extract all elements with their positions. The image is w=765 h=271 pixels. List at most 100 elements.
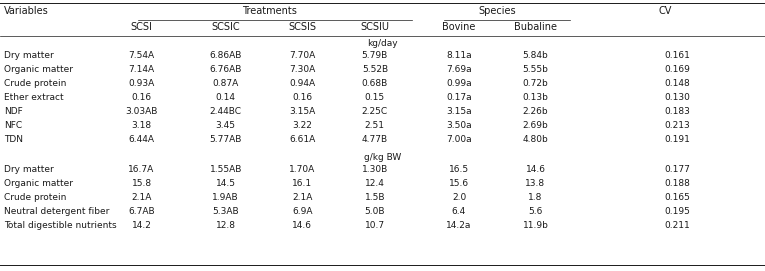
Text: SCSIC: SCSIC: [211, 22, 240, 32]
Text: 0.213: 0.213: [664, 121, 690, 130]
Text: 0.94A: 0.94A: [289, 79, 315, 88]
Text: 16.5: 16.5: [449, 164, 469, 173]
Text: Variables: Variables: [4, 6, 48, 16]
Text: CV: CV: [659, 6, 672, 16]
Text: 0.14: 0.14: [216, 92, 236, 102]
Text: 6.61A: 6.61A: [289, 134, 315, 144]
Text: 1.8: 1.8: [529, 192, 542, 202]
Text: Dry matter: Dry matter: [4, 164, 54, 173]
Text: 0.72b: 0.72b: [522, 79, 549, 88]
Text: 2.25C: 2.25C: [362, 107, 388, 115]
Text: 14.2a: 14.2a: [446, 221, 472, 230]
Text: 0.68B: 0.68B: [362, 79, 388, 88]
Text: Ether extract: Ether extract: [4, 92, 63, 102]
Text: NDF: NDF: [4, 107, 23, 115]
Text: 5.6: 5.6: [529, 207, 542, 215]
Text: 13.8: 13.8: [526, 179, 545, 188]
Text: Neutral detergent fiber: Neutral detergent fiber: [4, 207, 109, 215]
Text: 0.211: 0.211: [664, 221, 690, 230]
Text: 0.169: 0.169: [664, 64, 690, 73]
Text: 15.6: 15.6: [449, 179, 469, 188]
Text: 7.70A: 7.70A: [289, 50, 315, 60]
Text: 6.44A: 6.44A: [129, 134, 155, 144]
Text: Species: Species: [478, 6, 516, 16]
Text: 1.55AB: 1.55AB: [210, 164, 242, 173]
Text: 14.2: 14.2: [132, 221, 151, 230]
Text: 6.76AB: 6.76AB: [210, 64, 242, 73]
Text: Treatments: Treatments: [243, 6, 297, 16]
Text: 0.183: 0.183: [664, 107, 690, 115]
Text: 6.86AB: 6.86AB: [210, 50, 242, 60]
Text: 0.165: 0.165: [664, 192, 690, 202]
Text: 14.6: 14.6: [526, 164, 545, 173]
Text: 0.188: 0.188: [664, 179, 690, 188]
Text: 3.15A: 3.15A: [289, 107, 315, 115]
Text: TDN: TDN: [4, 134, 23, 144]
Text: 2.44BC: 2.44BC: [210, 107, 242, 115]
Text: kg/day: kg/day: [367, 40, 398, 49]
Text: 2.0: 2.0: [452, 192, 466, 202]
Text: Crude protein: Crude protein: [4, 79, 67, 88]
Text: 2.1A: 2.1A: [132, 192, 151, 202]
Text: 3.45: 3.45: [216, 121, 236, 130]
Text: 7.14A: 7.14A: [129, 64, 155, 73]
Text: 0.148: 0.148: [664, 79, 690, 88]
Text: 5.77AB: 5.77AB: [210, 134, 242, 144]
Text: SCSI: SCSI: [131, 22, 152, 32]
Text: 0.177: 0.177: [664, 164, 690, 173]
Text: 7.30A: 7.30A: [289, 64, 315, 73]
Text: Organic matter: Organic matter: [4, 179, 73, 188]
Text: 5.52B: 5.52B: [362, 64, 388, 73]
Text: 14.6: 14.6: [292, 221, 312, 230]
Text: g/kg BW: g/kg BW: [364, 153, 401, 163]
Text: 15.8: 15.8: [132, 179, 151, 188]
Text: 5.3AB: 5.3AB: [213, 207, 239, 215]
Text: 0.16: 0.16: [132, 92, 151, 102]
Text: 2.1A: 2.1A: [292, 192, 312, 202]
Text: 0.99a: 0.99a: [446, 79, 472, 88]
Text: 3.50a: 3.50a: [446, 121, 472, 130]
Text: 6.7AB: 6.7AB: [129, 207, 155, 215]
Text: 2.26b: 2.26b: [522, 107, 549, 115]
Text: 0.130: 0.130: [664, 92, 690, 102]
Text: SCSIS: SCSIS: [288, 22, 316, 32]
Text: Total digestible nutrients: Total digestible nutrients: [4, 221, 116, 230]
Text: 0.17a: 0.17a: [446, 92, 472, 102]
Text: 7.00a: 7.00a: [446, 134, 472, 144]
Text: 3.15a: 3.15a: [446, 107, 472, 115]
Text: 0.195: 0.195: [664, 207, 690, 215]
Text: 5.55b: 5.55b: [522, 64, 549, 73]
Text: 0.161: 0.161: [664, 50, 690, 60]
Text: 1.70A: 1.70A: [289, 164, 315, 173]
Text: 5.79B: 5.79B: [362, 50, 388, 60]
Text: NFC: NFC: [4, 121, 22, 130]
Text: 3.18: 3.18: [132, 121, 151, 130]
Text: 0.15: 0.15: [365, 92, 385, 102]
Text: SCSIU: SCSIU: [360, 22, 389, 32]
Text: 3.03AB: 3.03AB: [125, 107, 158, 115]
Text: 16.7A: 16.7A: [129, 164, 155, 173]
Text: 4.77B: 4.77B: [362, 134, 388, 144]
Text: 12.4: 12.4: [365, 179, 385, 188]
Text: 7.54A: 7.54A: [129, 50, 155, 60]
Text: Bubaline: Bubaline: [514, 22, 557, 32]
Text: 0.16: 0.16: [292, 92, 312, 102]
Text: 5.84b: 5.84b: [522, 50, 549, 60]
Text: 6.9A: 6.9A: [292, 207, 312, 215]
Text: Crude protein: Crude protein: [4, 192, 67, 202]
Text: 5.0B: 5.0B: [365, 207, 385, 215]
Text: 0.87A: 0.87A: [213, 79, 239, 88]
Text: 14.5: 14.5: [216, 179, 236, 188]
Text: 11.9b: 11.9b: [522, 221, 549, 230]
Text: Dry matter: Dry matter: [4, 50, 54, 60]
Text: Bovine: Bovine: [442, 22, 476, 32]
Text: Organic matter: Organic matter: [4, 64, 73, 73]
Text: 3.22: 3.22: [292, 121, 312, 130]
Text: 8.11a: 8.11a: [446, 50, 472, 60]
Text: 16.1: 16.1: [292, 179, 312, 188]
Text: 2.51: 2.51: [365, 121, 385, 130]
Text: 6.4: 6.4: [452, 207, 466, 215]
Text: 0.13b: 0.13b: [522, 92, 549, 102]
Text: 7.69a: 7.69a: [446, 64, 472, 73]
Text: 1.5B: 1.5B: [365, 192, 385, 202]
